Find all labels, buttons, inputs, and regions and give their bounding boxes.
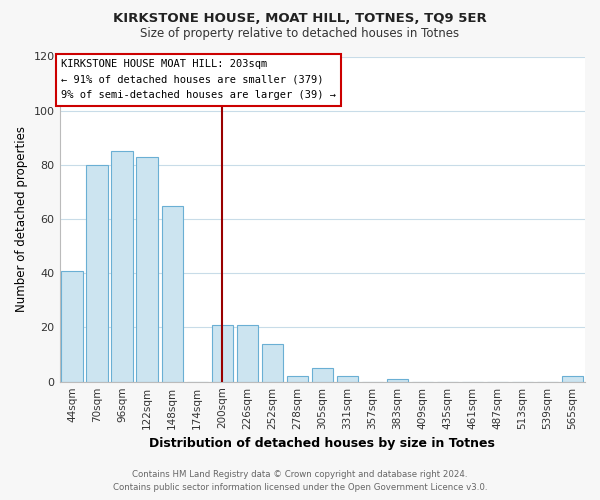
Bar [562,376,583,382]
Bar [262,344,283,382]
Bar [236,325,258,382]
Bar [337,376,358,382]
Bar [212,325,233,382]
Text: Size of property relative to detached houses in Totnes: Size of property relative to detached ho… [140,28,460,40]
Bar [161,206,183,382]
Text: KIRKSTONE HOUSE, MOAT HILL, TOTNES, TQ9 5ER: KIRKSTONE HOUSE, MOAT HILL, TOTNES, TQ9 … [113,12,487,26]
Y-axis label: Number of detached properties: Number of detached properties [15,126,28,312]
Bar [311,368,333,382]
Bar [136,157,158,382]
Bar [86,165,108,382]
Bar [387,379,408,382]
Bar [287,376,308,382]
Bar [112,152,133,382]
Text: Contains HM Land Registry data © Crown copyright and database right 2024.
Contai: Contains HM Land Registry data © Crown c… [113,470,487,492]
Bar [61,270,83,382]
X-axis label: Distribution of detached houses by size in Totnes: Distribution of detached houses by size … [149,437,495,450]
Text: KIRKSTONE HOUSE MOAT HILL: 203sqm
← 91% of detached houses are smaller (379)
9% : KIRKSTONE HOUSE MOAT HILL: 203sqm ← 91% … [61,59,336,100]
